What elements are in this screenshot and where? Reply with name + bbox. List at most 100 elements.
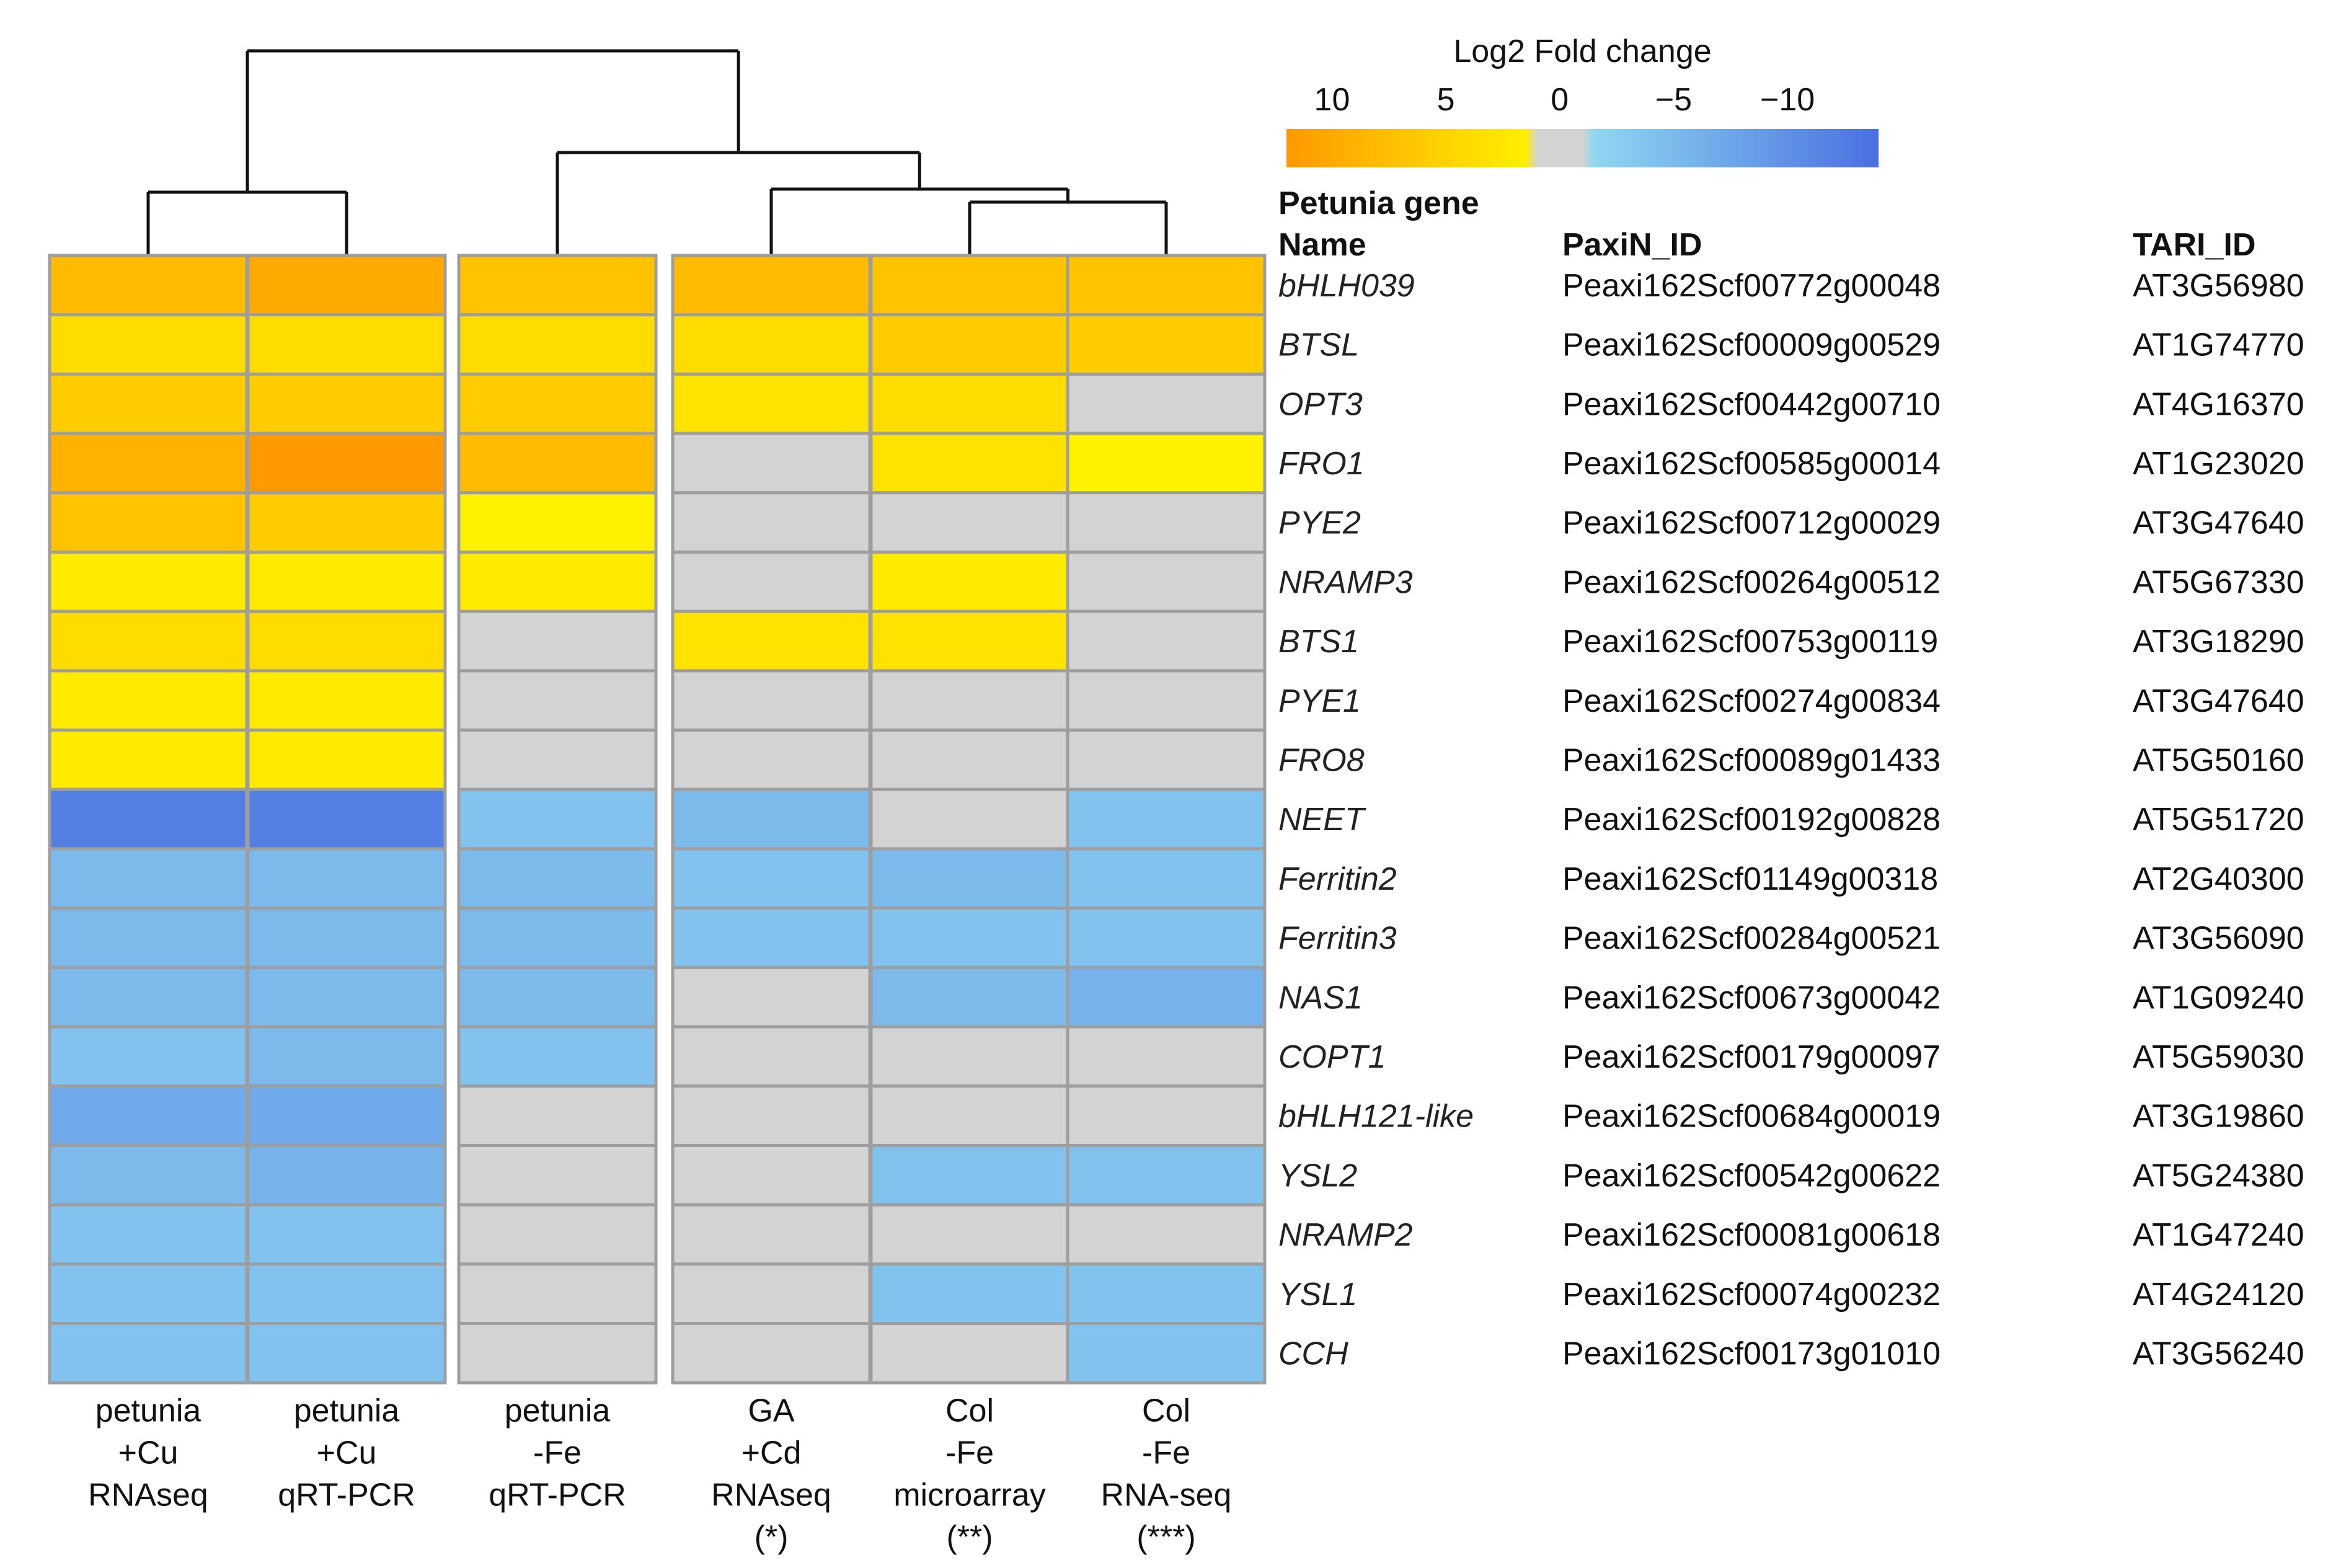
gene-name: YSL1 [1278,1277,1357,1313]
heatmap-cell [457,551,658,613]
legend-tick-label: −10 [1760,82,1815,118]
tari-id: AT1G74770 [2133,327,2304,363]
tari-id: AT5G24380 [2133,1158,2304,1194]
column-label: RNAseq [711,1477,831,1513]
legend-color-bar [1286,129,1879,167]
heatmap-cell [1066,1084,1267,1148]
heatmap-cell [246,432,447,495]
table-header-paxin-id: PaxiN_ID [1562,227,1702,263]
heatmap-cell [1066,1144,1267,1207]
gene-name: NRAMP2 [1278,1217,1413,1253]
column-label: +Cd [741,1435,802,1471]
column-label: +Cu [317,1435,377,1471]
heatmap-cell [48,254,249,317]
tari-id: AT3G56240 [2133,1335,2304,1371]
paxin-id: Peaxi162Scf00442g00710 [1562,386,1941,422]
tari-id: AT5G50160 [2133,742,2304,778]
heatmap-cell [457,1084,658,1148]
heatmap-cell [1066,609,1267,673]
paxin-id: Peaxi162Scf00712g00029 [1562,505,1941,541]
heatmap-cell [457,906,658,969]
tari-id: AT3G19860 [2133,1099,2304,1135]
paxin-id: Peaxi162Scf00673g00042 [1562,980,1941,1016]
legend-tick-label: 5 [1437,82,1455,118]
column-labels: petunia +Cu RNAseq petunia +Cu qRT-PCR petunia… [88,1393,1231,1555]
heatmap-cell [869,906,1070,969]
paxin-id: Peaxi162Scf00089g01433 [1562,742,1941,778]
heatmap-grid [48,254,1267,1384]
column-label: petunia [95,1393,201,1428]
heatmap-cell [246,1262,447,1326]
heatmap-cell [48,313,249,376]
heatmap-cell [671,965,872,1029]
heatmap-cell [48,491,249,554]
heatmap-cell [671,432,872,495]
paxin-id: Peaxi162Scf01149g00318 [1562,861,1938,897]
heatmap-cell [246,847,447,910]
heatmap-cell [1066,491,1267,554]
color-legend: Log2 Fold change 10 5 0 −5 −10 [1286,33,1879,167]
column-label: (**) [946,1519,993,1555]
table-header-name: Name [1278,227,1366,263]
heatmap-cell [457,432,658,495]
column-label: petunia [505,1393,611,1428]
heatmap-cell [671,609,872,673]
heatmap-cell [1066,729,1267,791]
heatmap-cell [457,847,658,910]
tari-id: AT4G24120 [2133,1277,2304,1313]
paxin-id: Peaxi162Scf00179g00097 [1562,1039,1941,1075]
heatmap-cell [671,787,872,851]
heatmap-cell [48,1144,249,1207]
heatmap-cell [457,1203,658,1266]
heatmap-cell [246,313,447,376]
heatmap-cell [869,491,1070,554]
heatmap-cell [671,1025,872,1088]
column-label: Col [945,1393,994,1428]
heatmap-cell [48,609,249,673]
column-label: microarray [893,1477,1046,1513]
heatmap-cell [48,847,249,910]
heatmap-cell [869,1084,1070,1148]
heatmap-cell [869,1203,1070,1266]
heatmap-cell [671,491,872,554]
heatmap-cell [48,1203,249,1266]
heatmap-cell [246,787,447,851]
heatmap-cell [671,1144,872,1207]
heatmap-cell [457,965,658,1029]
heatmap-cell [1066,372,1267,435]
legend-tick-label: 0 [1551,82,1569,118]
table-header-tari-id: TARI_ID [2133,227,2255,263]
legend-tick-label: −5 [1655,82,1692,118]
heatmap-cell [246,372,447,435]
paxin-id: Peaxi162Scf00284g00521 [1562,921,1941,957]
column-label: Col [1142,1393,1190,1428]
heatmap-cell [457,254,658,317]
heatmap-cell [246,491,447,554]
gene-name: FRO1 [1278,446,1365,482]
heatmap-cell [1066,1025,1267,1088]
heatmap-cell [48,729,249,791]
paxin-id: Peaxi162Scf00772g00048 [1562,268,1941,304]
heatmap-cell [671,1262,872,1326]
tari-id: AT3G56980 [2133,268,2304,304]
column-dendrogram [146,49,1168,255]
heatmap-cell [1066,669,1267,732]
heatmap-cell [246,1203,447,1266]
gene-name: bHLH039 [1278,268,1415,304]
legend-title: Log2 Fold change [1453,33,1711,69]
gene-name: FRO8 [1278,742,1365,778]
heatmap-cell [671,372,872,435]
heatmap-cell [869,432,1070,495]
heatmap-cell [671,1203,872,1266]
paxin-id: Peaxi162Scf00274g00834 [1562,683,1941,719]
heatmap-cell [869,254,1070,317]
heatmap-cell [1066,1262,1267,1326]
gene-name: YSL2 [1278,1158,1357,1194]
gene-name: BTSL [1278,327,1359,363]
heatmap-cell [1066,1203,1267,1266]
tari-id: AT4G16370 [2133,386,2304,422]
tari-id: AT3G47640 [2133,683,2304,719]
heatmap-cell [457,1262,658,1326]
column-label: (*) [755,1519,789,1555]
column-label: (***) [1136,1519,1195,1555]
